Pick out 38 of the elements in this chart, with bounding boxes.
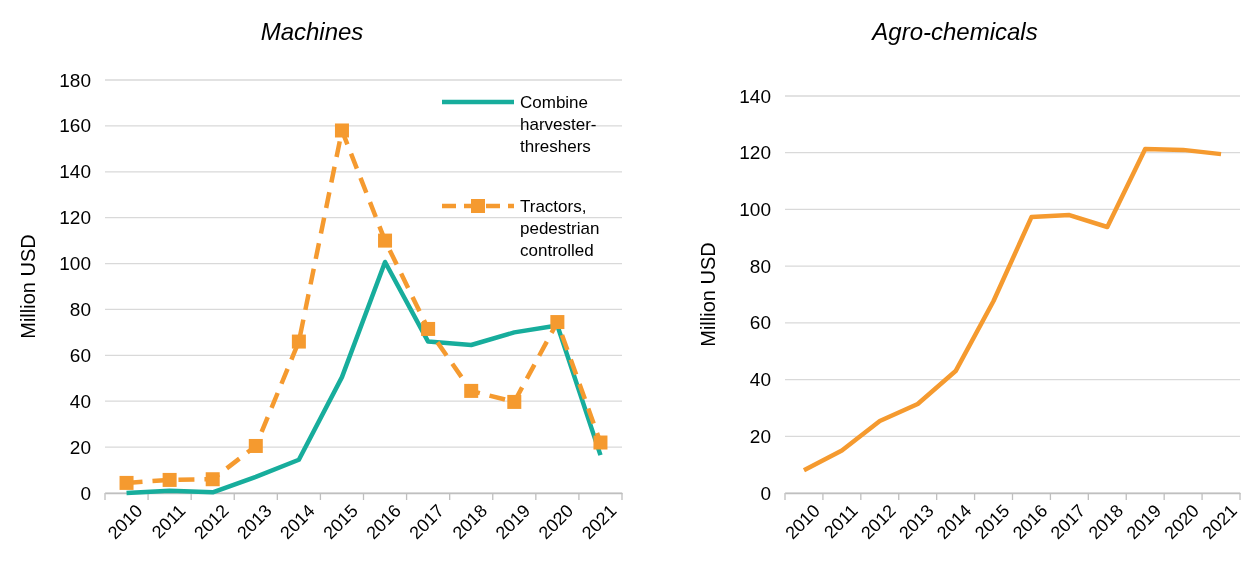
y-tick-label: 80 [69, 299, 91, 321]
point [334, 123, 349, 138]
y-tick-label: 140 [59, 161, 91, 183]
chart-title: Agro-chemicals [870, 18, 1038, 45]
y-tick-label: 60 [749, 312, 771, 334]
line-series [801, 146, 1224, 473]
y-tick-label: 100 [739, 199, 771, 221]
point [464, 383, 479, 398]
legend-label: Tractors, pedestrian controlled [520, 197, 600, 260]
y-tick-label: 40 [749, 369, 771, 391]
point [593, 435, 608, 450]
point [162, 472, 177, 487]
y-tick-label: 20 [69, 436, 91, 458]
y-tick-label: 0 [80, 482, 91, 504]
line-series [124, 259, 603, 496]
point [205, 472, 220, 487]
y-tick-label: 100 [59, 253, 91, 275]
point [291, 334, 306, 349]
y-tick-label: 80 [749, 255, 771, 277]
point [248, 438, 263, 453]
y-axis-title: Million USD [697, 242, 719, 347]
y-axis-title: Million USD [17, 234, 39, 339]
y-tick-label: 20 [749, 425, 771, 447]
legend-label: Combine harvester-threshers [520, 93, 597, 156]
point [507, 394, 522, 409]
y-tick-label: 0 [760, 482, 771, 504]
y-tick-label: 140 [739, 85, 771, 107]
point [550, 315, 565, 330]
chart-title: Machines [260, 18, 364, 45]
point [378, 233, 393, 248]
y-tick-label: 60 [69, 344, 91, 366]
y-tick-label: 120 [739, 142, 771, 164]
point [421, 321, 436, 336]
y-tick-label: 120 [59, 207, 91, 229]
y-tick-label: 160 [59, 115, 91, 137]
point [119, 475, 134, 490]
y-tick-label: 180 [59, 69, 91, 91]
y-tick-label: 40 [69, 390, 91, 412]
